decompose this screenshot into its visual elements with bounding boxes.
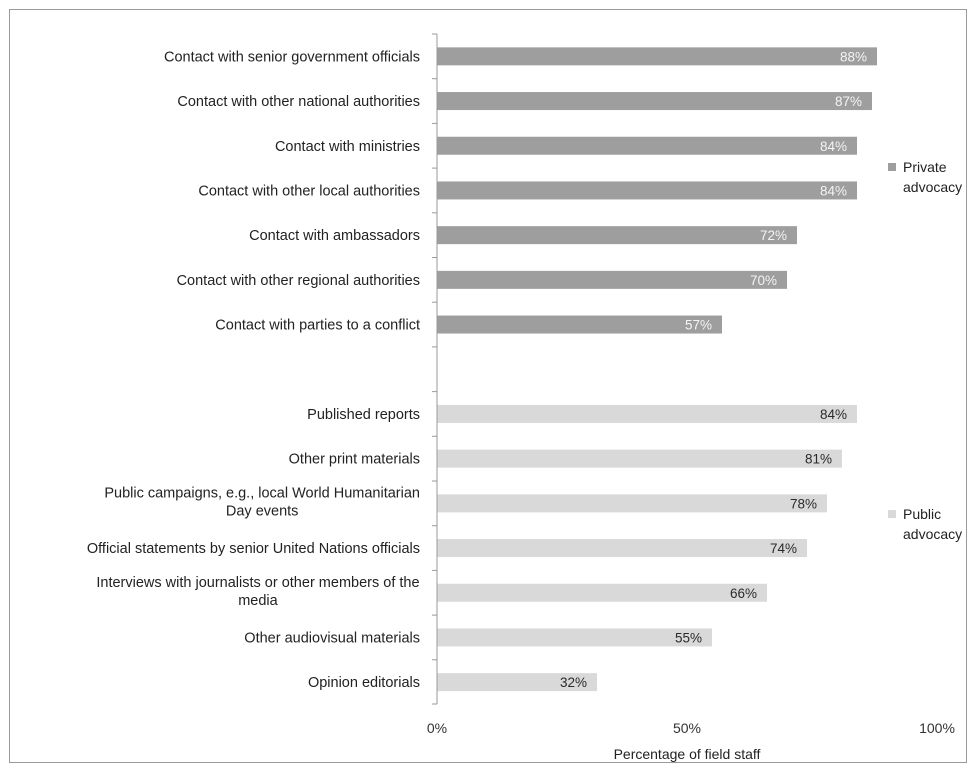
bar-value-label: 81% — [805, 452, 832, 467]
category-label-line: Day events — [226, 503, 299, 519]
category-label: Opinion editorials — [308, 675, 420, 691]
bar — [437, 47, 877, 66]
bar — [437, 226, 797, 245]
category-label-line: Other audiovisual materials — [244, 630, 420, 646]
bar-value-label: 88% — [840, 49, 867, 64]
x-tick-label: 0% — [427, 720, 447, 736]
x-axis-title: Percentage of field staff — [614, 746, 761, 762]
axis-layer: 0% 50% 100% — [427, 33, 955, 736]
bar-row: 81% Other print materials — [289, 449, 842, 468]
legend-label: Private — [903, 159, 947, 175]
category-label-line: Contact with parties to a conflict — [215, 318, 420, 334]
category-label-line: Other print materials — [289, 452, 420, 468]
legend-label: Public — [903, 506, 941, 522]
category-label: Contact with parties to a conflict — [215, 318, 420, 334]
bar-row: 32% Opinion editorials — [308, 673, 597, 692]
bar-row: 88% Contact with senior government offici… — [164, 47, 877, 66]
category-label-line: Contact with ministries — [275, 139, 420, 155]
legend-entry: Public advocacy — [888, 506, 962, 542]
bar-value-label: 74% — [770, 541, 797, 556]
bar-row: 55% Other audiovisual materials — [244, 628, 712, 647]
legend-swatch — [888, 510, 896, 518]
bar-value-label: 87% — [835, 94, 862, 109]
category-label-line: Official statements by senior United Nat… — [87, 541, 420, 557]
bar-row: 78% Public campaigns, e.g., local World H… — [104, 485, 827, 519]
category-label-line: Contact with senior government officials — [164, 49, 420, 65]
bar — [437, 92, 872, 111]
category-label: Contact with other local authorities — [198, 183, 420, 199]
category-label: Published reports — [307, 407, 420, 423]
category-label: Public campaigns, e.g., local World Huma… — [104, 485, 420, 519]
category-label-line: Interviews with journalists or other mem… — [96, 575, 419, 591]
x-tick-label: 50% — [673, 720, 701, 736]
bar — [437, 539, 807, 558]
legend-swatch — [888, 163, 896, 171]
category-label: Other print materials — [289, 452, 420, 468]
bar-value-label: 66% — [730, 586, 757, 601]
bar-value-label: 57% — [685, 318, 712, 333]
bar — [437, 136, 857, 155]
bar — [437, 628, 712, 647]
x-tick-label: 100% — [919, 720, 955, 736]
bar-value-label: 70% — [750, 273, 777, 288]
category-label: Contact with senior government officials — [164, 49, 420, 65]
category-label: Official statements by senior United Nat… — [87, 541, 420, 557]
bar-row: 66% Interviews with journalists or other … — [96, 575, 767, 609]
bar — [437, 404, 857, 423]
bar-value-label: 84% — [820, 139, 847, 154]
category-label-line: media — [238, 593, 278, 609]
bar-value-label: 84% — [820, 183, 847, 198]
chart-frame — [9, 9, 967, 763]
bar — [437, 494, 827, 513]
bar-value-label: 84% — [820, 407, 847, 422]
bar — [437, 270, 787, 289]
bar-value-label: 72% — [760, 228, 787, 243]
bar-value-label: 78% — [790, 496, 817, 511]
bar-value-label: 55% — [675, 630, 702, 645]
bar-row: 84% Contact with other local authorities — [198, 181, 857, 200]
legend-label: advocacy — [903, 526, 962, 542]
category-label-line: Public campaigns, e.g., local World Huma… — [104, 485, 420, 501]
bar-row: 74% Official statements by senior United … — [87, 539, 807, 558]
category-label-line: Contact with ambassadors — [249, 228, 420, 244]
category-label-line: Contact with other regional authorities — [177, 273, 420, 289]
bar-row: 70% Contact with other regional authoriti… — [177, 270, 787, 289]
bar — [437, 181, 857, 200]
bar-value-label: 32% — [560, 675, 587, 690]
legend: Private advocacy Public advocacy — [888, 159, 962, 542]
bar — [437, 673, 597, 692]
legend-label: advocacy — [903, 179, 962, 195]
bar-row: 87% Contact with other national authoriti… — [177, 92, 872, 111]
bar — [437, 583, 767, 602]
bar-row: 57% Contact with parties to a conflict — [215, 315, 722, 334]
bar-row: 72% Contact with ambassadors — [249, 226, 797, 245]
category-label-line: Contact with other local authorities — [198, 183, 420, 199]
bar — [437, 449, 842, 468]
legend-entry: Private advocacy — [888, 159, 962, 195]
category-label-line: Opinion editorials — [308, 675, 420, 691]
bars-layer: 88% Contact with senior government offici… — [87, 47, 877, 692]
bar — [437, 315, 722, 334]
category-label: Contact with ambassadors — [249, 228, 420, 244]
bar-row: 84% Published reports — [307, 404, 857, 423]
bar-row: 84% Contact with ministries — [275, 136, 857, 155]
category-label-line: Contact with other national authorities — [177, 94, 420, 110]
category-label: Other audiovisual materials — [244, 630, 420, 646]
category-label: Contact with ministries — [275, 139, 420, 155]
category-label-line: Published reports — [307, 407, 420, 423]
category-label: Contact with other national authorities — [177, 94, 420, 110]
category-label: Interviews with journalists or other mem… — [96, 575, 419, 609]
category-label: Contact with other regional authorities — [177, 273, 420, 289]
